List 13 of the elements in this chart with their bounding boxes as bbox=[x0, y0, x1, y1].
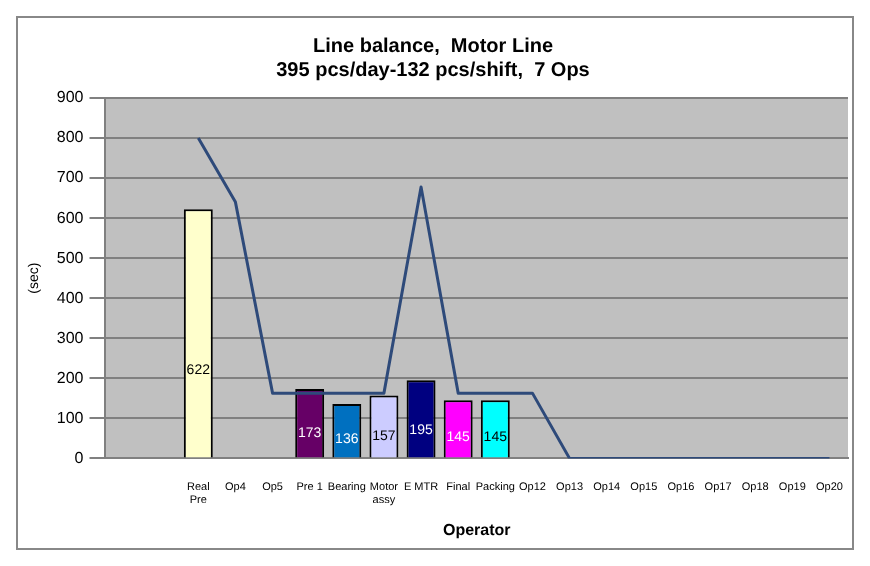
y-tick-label: 500 bbox=[56, 248, 85, 267]
y-tick-label: 800 bbox=[56, 128, 85, 147]
y-tick-label: 100 bbox=[56, 408, 85, 427]
y-tick-label: 400 bbox=[56, 288, 85, 307]
y-tick-label: 200 bbox=[56, 368, 85, 387]
y-tick-label: 0 bbox=[74, 448, 85, 467]
chart-subtitle: 395 pcs/day-132 pcs/shift, 7 Ops bbox=[276, 59, 591, 82]
y-tick-label: 300 bbox=[56, 328, 85, 347]
y-tick-label: 600 bbox=[56, 208, 85, 227]
y-tick-label: 900 bbox=[56, 88, 85, 107]
x-axis-title: Operator bbox=[442, 520, 511, 539]
chart-title: Line balance, Motor Line bbox=[312, 35, 554, 58]
y-tick-label: 700 bbox=[56, 168, 85, 187]
